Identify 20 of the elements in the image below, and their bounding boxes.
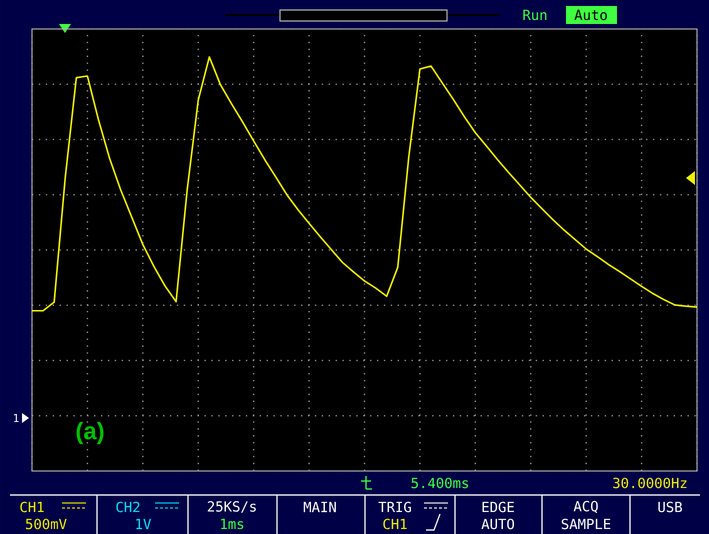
annotation: (a) [76,422,104,444]
text: 500mV [26,518,67,530]
text: CH1 [383,518,407,530]
text: AUTO [481,518,514,530]
text: ACQ [574,500,598,514]
text: USB [658,502,682,512]
text: 1ms [221,518,244,530]
text: SAMPLE [562,518,610,530]
text: Run [523,10,546,20]
text: CH2 [116,502,140,512]
text: 30.0000Hz [613,478,686,488]
text: 25KS/s [208,501,256,513]
text: MAIN [304,502,336,512]
text: 1 [14,414,19,422]
text: 1V [136,518,152,530]
text: 5.400ms [412,478,468,488]
text: CH1 [20,502,44,512]
text: Auto [574,10,607,20]
text: EDGE [482,502,514,512]
text: TRIG [378,502,411,512]
